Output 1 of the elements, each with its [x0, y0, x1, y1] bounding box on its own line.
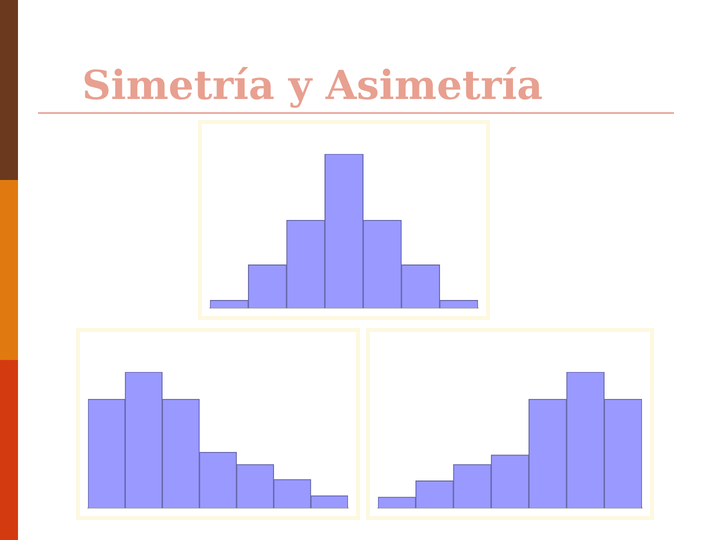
- chart-title: Simetría y Asimetría: [82, 62, 543, 109]
